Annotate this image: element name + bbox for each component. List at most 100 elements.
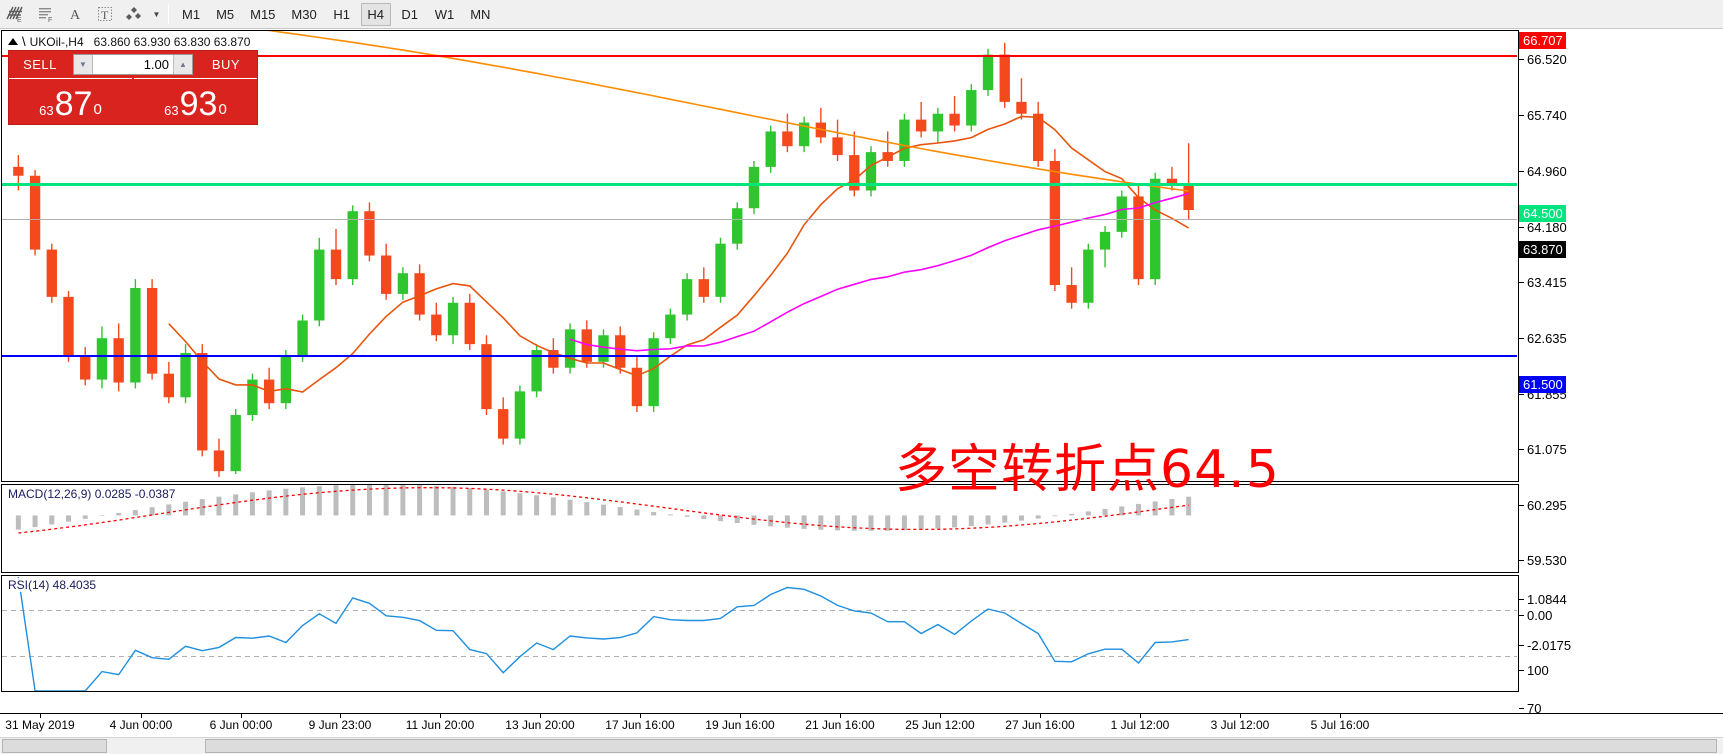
timeframe-m5[interactable]: M5: [216, 6, 235, 22]
price-tag-green[interactable]: 64.500: [1519, 205, 1566, 222]
time-axis-label: 9 Jun 23:00: [308, 718, 372, 732]
price-tick: 64.180: [1519, 221, 1567, 235]
volume-stepper[interactable]: ▼ 1.00 ▲: [73, 54, 193, 75]
price-tick: 65.740: [1519, 109, 1567, 123]
scrollbar-thumb-left[interactable]: [2, 739, 107, 753]
tick-dash-icon: [1519, 599, 1524, 601]
rsi-indicator-pane[interactable]: RSI(14) 48.4035: [2, 576, 1517, 691]
one-click-trading-panel: SELL ▼ 1.00 ▲ BUY 63 87 0 63 93 0: [8, 50, 258, 125]
sell-price-prefix: 63: [39, 103, 54, 118]
text-box-icon[interactable]: T: [90, 1, 120, 28]
macd-canvas: [15, 485, 1192, 534]
tick-dash-icon: [1519, 394, 1524, 396]
price-tick-label: 100: [1527, 663, 1549, 678]
buy-price-fraction: 0: [218, 101, 227, 118]
time-axis-label: 21 Jun 16:00: [805, 718, 875, 732]
time-axis-label: 11 Jun 20:00: [405, 718, 475, 732]
symbol-name: UKOil-,H4: [29, 34, 84, 49]
collapse-triangle-icon[interactable]: [8, 38, 18, 45]
price-tick: 59.530: [1519, 554, 1567, 568]
tick-dash-icon: [1519, 645, 1524, 647]
time-tick-mark: [1340, 714, 1341, 718]
resistance-line[interactable]: [2, 55, 1517, 57]
volume-input[interactable]: 1.00: [93, 55, 173, 74]
macd-label: MACD(12,26,9) 0.0285 -0.0387: [7, 487, 177, 501]
timeframe-mn[interactable]: MN: [470, 6, 491, 22]
candlestick-canvas: [13, 31, 1194, 478]
price-tick-label: 66.520: [1527, 52, 1567, 67]
time-tick-mark: [141, 714, 142, 718]
objects-dropdown-caret[interactable]: ▼: [152, 9, 161, 19]
indicators-icon[interactable]: E: [0, 1, 30, 28]
chart-area: 多空转折点64.5 MACD(12,26,9) 0.0285 -0.0387 R…: [0, 29, 1723, 754]
rsi-label: RSI(14) 48.4035: [7, 578, 98, 592]
price-tick: 62.635: [1519, 332, 1567, 346]
buy-price-prefix: 63: [164, 103, 179, 118]
scrollbar-thumb-main[interactable]: [205, 739, 1717, 753]
price-tick-label: 60.295: [1527, 498, 1567, 513]
timeframe-m30[interactable]: M30: [291, 6, 317, 22]
text-label-icon[interactable]: A: [60, 1, 90, 28]
time-axis-label: 25 Jun 12:00: [905, 718, 975, 732]
timeframe-m1[interactable]: M1: [182, 6, 201, 22]
price-tick: 64.960: [1519, 165, 1567, 179]
buy-button[interactable]: BUY: [195, 51, 257, 78]
tick-dash-icon: [1519, 171, 1524, 173]
time-axis-label: 5 Jul 16:00: [1310, 718, 1370, 732]
timeframe-h4[interactable]: H4: [360, 2, 391, 26]
volume-decrement-icon[interactable]: ▼: [74, 55, 93, 74]
time-axis-label: 27 Jun 16:00: [1005, 718, 1075, 732]
svg-text:F: F: [48, 17, 52, 23]
time-tick-mark: [1240, 714, 1241, 718]
price-scale[interactable]: 66.520 65.740 64.960 64.180 63.415 62.635 61.8…: [1519, 31, 1723, 754]
sell-price-button[interactable]: 63 87 0: [9, 78, 132, 122]
price-tick: 1.0844: [1519, 593, 1567, 607]
support-line[interactable]: [2, 355, 1517, 357]
time-tick-mark: [241, 714, 242, 718]
objects-icon[interactable]: [120, 1, 150, 28]
time-axis-label: 3 Jul 12:00: [1210, 718, 1270, 732]
time-tick-mark: [1140, 714, 1141, 718]
price-tag-blue[interactable]: 61.500: [1519, 376, 1566, 393]
tick-dash-icon: [1519, 115, 1524, 117]
tick-dash-icon: [1519, 670, 1524, 672]
tick-dash-icon: [1519, 505, 1524, 507]
svg-text:E: E: [17, 17, 22, 23]
templates-icon[interactable]: F: [30, 1, 60, 28]
horizontal-scrollbar[interactable]: [0, 737, 1723, 754]
chart-annotation-text: 多空转折点64.5: [895, 440, 1280, 500]
price-tick: 60.295: [1519, 499, 1567, 513]
time-axis-label: 31 May 2019: [5, 718, 75, 732]
rsi-canvas: [2, 576, 1517, 691]
tick-dash-icon: [1519, 560, 1524, 562]
tick-dash-icon: [1519, 338, 1524, 340]
time-tick-mark: [740, 714, 741, 718]
price-tag-black[interactable]: 63.870: [1519, 241, 1566, 258]
timeframe-w1[interactable]: W1: [434, 6, 455, 22]
timeframe-d1[interactable]: D1: [401, 6, 419, 22]
sell-button[interactable]: SELL: [9, 51, 71, 78]
buy-price-button[interactable]: 63 93 0: [134, 78, 257, 122]
tick-dash-icon: [1519, 59, 1524, 61]
macd-indicator-pane[interactable]: MACD(12,26,9) 0.0285 -0.0387: [2, 485, 1517, 572]
timeframe-h1[interactable]: H1: [333, 6, 351, 22]
chart-toolbar: E F A T: [0, 0, 1723, 29]
price-tick-label: 64.960: [1527, 164, 1567, 179]
pivot-line[interactable]: [2, 183, 1517, 186]
tick-dash-icon: [1519, 227, 1524, 229]
time-tick-mark: [340, 714, 341, 718]
price-tick-label: -2.0175: [1527, 638, 1572, 653]
time-axis: 31 May 2019 4 Jun 00:00 6 Jun 00:00 9 Jun 2…: [0, 713, 1723, 739]
price-tag-red[interactable]: 66.707: [1519, 32, 1566, 49]
time-axis-label: 17 Jun 16:00: [605, 718, 675, 732]
volume-increment-icon[interactable]: ▲: [173, 55, 192, 74]
time-tick-mark: [640, 714, 641, 718]
price-tick-label: 61.075: [1527, 442, 1567, 457]
timeframe-m15[interactable]: M15: [250, 6, 276, 22]
symbol-ohlc: 63.860 63.930 63.830 63.870: [93, 34, 251, 49]
price-tick: 0.00: [1519, 609, 1552, 623]
tick-dash-icon: [1519, 708, 1524, 710]
price-tick-label: 64.180: [1527, 220, 1567, 235]
time-axis-label: 13 Jun 20:00: [505, 718, 575, 732]
